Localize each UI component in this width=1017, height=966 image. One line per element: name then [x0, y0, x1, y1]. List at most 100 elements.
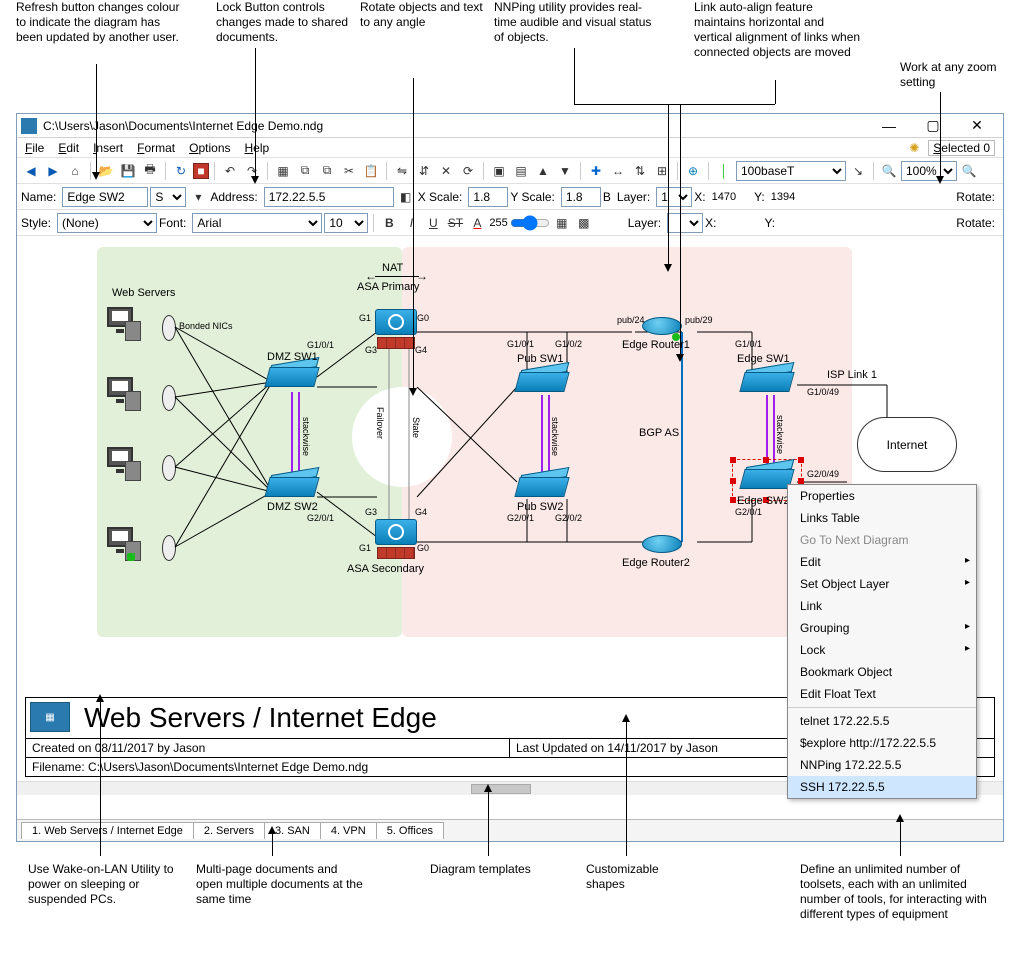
port-pub2-g202: G2/0/2: [555, 513, 582, 523]
ungroup-icon[interactable]: ▤: [511, 161, 531, 181]
ctx-explore[interactable]: $explore http://172.22.5.5: [788, 732, 976, 754]
dmz-sw2[interactable]: [267, 477, 317, 503]
minimize-button[interactable]: —: [867, 115, 911, 137]
italic-button[interactable]: I: [401, 213, 421, 233]
created-on: Created on 08/11/2017 by Jason: [26, 739, 510, 757]
forward-button[interactable]: ▶: [43, 161, 63, 181]
font-size-select[interactable]: 10: [324, 213, 368, 233]
asa-secondary[interactable]: [375, 519, 417, 559]
save-button[interactable]: 💾: [118, 161, 138, 181]
address-input[interactable]: [264, 187, 394, 207]
link-arrow-icon[interactable]: ↘: [848, 161, 868, 181]
open-button[interactable]: 📂: [96, 161, 116, 181]
maximize-button[interactable]: ▢: [911, 115, 955, 137]
bold-button[interactable]: B: [379, 213, 399, 233]
zoom-out-icon[interactable]: 🔍: [879, 161, 899, 181]
print-button[interactable]: 🖶: [140, 161, 160, 181]
media-type-select[interactable]: 100baseT: [736, 161, 846, 181]
front-icon[interactable]: ▲: [533, 161, 553, 181]
style-select[interactable]: (None): [57, 213, 157, 233]
delete-icon[interactable]: ✕: [436, 161, 456, 181]
layer-vis2-icon[interactable]: ▩: [574, 213, 594, 233]
paste-icon[interactable]: 📋: [361, 161, 381, 181]
menu-format[interactable]: Format: [137, 141, 175, 155]
ctx-properties[interactable]: Properties: [788, 485, 976, 507]
asa-primary[interactable]: [375, 309, 417, 349]
edge-sw1[interactable]: [742, 372, 792, 398]
dmz-sw1[interactable]: [267, 367, 317, 393]
align-cross-icon[interactable]: ✚: [586, 161, 606, 181]
pc-4[interactable]: [107, 527, 143, 563]
internet-cloud[interactable]: Internet: [857, 417, 957, 472]
cut-icon[interactable]: ✂: [339, 161, 359, 181]
grid-icon[interactable]: ▦: [273, 161, 293, 181]
ctx-links-table[interactable]: Links Table: [788, 507, 976, 529]
underline-button[interactable]: U: [423, 213, 443, 233]
titleblock-icon: ▦: [30, 702, 70, 732]
shape-extra-icon[interactable]: ▾: [188, 187, 208, 207]
strike-button[interactable]: ST: [445, 213, 465, 233]
menu-file[interactable]: File: [25, 141, 44, 155]
font-color-button[interactable]: A: [467, 213, 487, 233]
globe-icon[interactable]: ⊕: [683, 161, 703, 181]
pc-1[interactable]: [107, 307, 143, 343]
text-layer-select[interactable]: [667, 213, 703, 233]
layer-select[interactable]: 1: [656, 187, 692, 207]
back-z-icon[interactable]: ▼: [555, 161, 575, 181]
ctx-lock[interactable]: Lock: [788, 639, 976, 661]
pub-sw1[interactable]: [517, 372, 567, 398]
lock-button[interactable]: ■: [193, 163, 209, 179]
addr-extra-icon[interactable]: ◧: [396, 187, 416, 207]
close-button[interactable]: ✕: [955, 115, 999, 137]
ctx-telnet[interactable]: telnet 172.22.5.5: [788, 710, 976, 732]
ctx-ssh[interactable]: SSH 172.22.5.5: [788, 776, 976, 798]
port-esw2-g201: G2/0/1: [735, 507, 762, 517]
tab-page-3[interactable]: 3. SAN: [264, 822, 321, 839]
x-scale-input[interactable]: [468, 187, 508, 207]
copy-icon[interactable]: ⧉: [317, 161, 337, 181]
ctx-set-layer[interactable]: Set Object Layer: [788, 573, 976, 595]
tab-page-2[interactable]: 2. Servers: [193, 822, 265, 839]
ctx-bookmark[interactable]: Bookmark Object: [788, 661, 976, 683]
alpha-slider[interactable]: [510, 215, 550, 231]
undo-button[interactable]: ↶: [220, 161, 240, 181]
menu-help[interactable]: Help: [245, 141, 270, 155]
align-v-icon[interactable]: ⇅: [630, 161, 650, 181]
tab-page-5[interactable]: 5. Offices: [376, 822, 444, 839]
home-button[interactable]: ⌂: [65, 161, 85, 181]
pc-3[interactable]: [107, 447, 143, 483]
ruler-icon[interactable]: ⧉: [295, 161, 315, 181]
name-input[interactable]: [62, 187, 148, 207]
shape-select[interactable]: S: [150, 187, 186, 207]
ctx-grouping[interactable]: Grouping: [788, 617, 976, 639]
ctx-edit[interactable]: Edit: [788, 551, 976, 573]
zoom-select[interactable]: 100%: [901, 161, 957, 181]
tab-page-4[interactable]: 4. VPN: [320, 822, 377, 839]
tab-page-1[interactable]: 1. Web Servers / Internet Edge: [21, 822, 194, 839]
line-color-icon[interactable]: │: [714, 161, 734, 181]
back-button[interactable]: ◀: [21, 161, 41, 181]
flip-h-icon[interactable]: ⇋: [392, 161, 412, 181]
ctx-nnping[interactable]: NNPing 172.22.5.5: [788, 754, 976, 776]
refresh-button[interactable]: ↻: [171, 161, 191, 181]
zoom-in-icon[interactable]: 🔍: [959, 161, 979, 181]
font-select[interactable]: Arial: [192, 213, 322, 233]
menu-insert[interactable]: Insert: [93, 141, 123, 155]
flip-v-icon[interactable]: ⇵: [414, 161, 434, 181]
edge-sw2[interactable]: [742, 469, 792, 495]
ctx-link[interactable]: Link: [788, 595, 976, 617]
b-label: B: [603, 190, 611, 204]
menu-edit[interactable]: Edit: [58, 141, 79, 155]
ctx-float-text[interactable]: Edit Float Text: [788, 683, 976, 705]
menu-options[interactable]: Options: [189, 141, 230, 155]
align-h-icon[interactable]: ↔: [608, 161, 628, 181]
pc-2[interactable]: [107, 377, 143, 413]
snap-icon[interactable]: ⊞: [652, 161, 672, 181]
y-scale-input[interactable]: [561, 187, 601, 207]
redo-button[interactable]: ↷: [242, 161, 262, 181]
rotate-icon[interactable]: ⟳: [458, 161, 478, 181]
layer-vis-icon[interactable]: ▦: [552, 213, 572, 233]
gear-icon[interactable]: ✺: [904, 138, 924, 158]
pub-sw2[interactable]: [517, 477, 567, 503]
group-icon[interactable]: ▣: [489, 161, 509, 181]
